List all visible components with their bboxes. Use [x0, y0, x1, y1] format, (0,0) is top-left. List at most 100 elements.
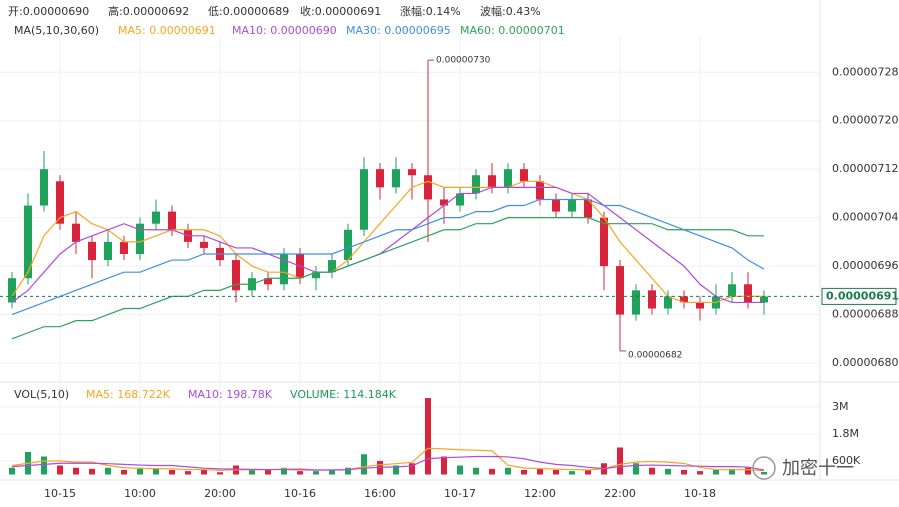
x-tick-label: 12:00 [524, 487, 556, 500]
candle-body [664, 296, 672, 309]
volume-bar [713, 470, 719, 475]
header-item: 低:0.00000689 [208, 5, 289, 18]
x-tick-label: 20:00 [204, 487, 236, 500]
candle-body [344, 229, 352, 261]
volume-bar [249, 470, 255, 475]
candle-body [88, 241, 96, 261]
x-tick-label: 10-17 [444, 487, 476, 500]
volume-bar [473, 467, 479, 475]
legend-item: MA5: 168.722K [86, 388, 171, 401]
candle-body [104, 241, 112, 261]
x-tick-label: 10-16 [284, 487, 316, 500]
y-tick-label: 0.00000680 [832, 356, 898, 369]
volume-bar [681, 470, 687, 475]
last-price-label: 0.00000691 [826, 289, 899, 302]
volume-total: VOLUME: 114.184K [290, 388, 397, 401]
candle-body [328, 260, 336, 273]
legend-item: MA60: 0.00000701 [460, 24, 565, 37]
volume-bar [73, 467, 79, 475]
header-item: 高:0.00000692 [108, 4, 189, 18]
volume-bar [409, 463, 415, 475]
candle-body [520, 169, 528, 182]
ma-line [11, 186, 764, 304]
volume-bar [633, 463, 639, 475]
candle-body [424, 175, 432, 200]
candle-body [680, 296, 688, 303]
volume-ma-line [11, 455, 765, 471]
volume-bar [649, 467, 655, 475]
volume-bar [345, 467, 351, 475]
legend-item: MA30: 0.00000695 [346, 24, 451, 37]
volume-bar [137, 467, 143, 475]
volume-bar [585, 470, 591, 475]
volume-bar [521, 470, 527, 475]
volume-bar [697, 471, 703, 475]
candle-body [168, 211, 176, 230]
candle-body [616, 266, 624, 315]
candle-body [504, 169, 512, 188]
x-tick-label: 16:00 [364, 487, 396, 500]
y-tick-label: 0.00000696 [832, 259, 898, 272]
watermark-icon [752, 456, 776, 480]
volume-bar [489, 468, 495, 475]
candle-body [8, 278, 16, 303]
volume-bar [457, 465, 463, 475]
candle-body [264, 278, 272, 285]
candle-body [744, 284, 752, 303]
volume-title: VOL(5,10) [14, 388, 69, 401]
ma-line [11, 217, 764, 340]
last-price-box [821, 287, 897, 305]
candle-body [376, 169, 384, 188]
legend-item: MA10: 0.00000690 [232, 24, 337, 37]
candle-body [280, 253, 288, 285]
candle-body [360, 169, 368, 230]
volume-bar [217, 472, 223, 475]
volume-bar [41, 456, 47, 475]
y-tick-label: 1.8M [832, 427, 859, 440]
candle-body [552, 199, 560, 212]
ma-line [11, 180, 764, 304]
candle-body [696, 302, 704, 309]
volume-bar [441, 456, 447, 475]
candle-body [200, 241, 208, 248]
volume-ma-line [11, 447, 765, 472]
volume-bar [553, 470, 559, 475]
watermark: 加密十一 [782, 458, 854, 479]
y-tick-label: 600K [832, 454, 861, 467]
candle-body [440, 199, 448, 206]
candle-body [584, 199, 592, 218]
candle-body [536, 181, 544, 200]
x-tick-label: 10:00 [124, 487, 156, 500]
candle-body [760, 296, 768, 303]
candle-body [120, 241, 128, 254]
ma-line [11, 198, 765, 316]
candle-body [600, 217, 608, 267]
candle-body [72, 223, 80, 242]
volume-bar [105, 467, 111, 475]
volume-bar [121, 470, 127, 475]
candle-body [232, 260, 240, 291]
y-tick-label: 0.00000704 [832, 211, 898, 224]
legend-item: MA10: 198.78K [188, 388, 273, 401]
volume-bar [329, 470, 335, 475]
volume-bar [297, 471, 303, 475]
volume-bar [9, 467, 15, 475]
volume-bar [505, 467, 511, 475]
y-tick-label: 0.00000712 [832, 162, 898, 175]
volume-bar [201, 470, 207, 475]
volume-bar [617, 447, 623, 475]
candle-body [408, 169, 416, 176]
volume-bar [729, 468, 735, 475]
header-item: 收:0.00000691 [300, 4, 381, 18]
legend-item: MA5: 0.00000691 [118, 24, 216, 37]
min-label: 0.00000682 [628, 350, 682, 360]
y-tick-label: 0.00000720 [832, 114, 898, 127]
candle-body [152, 211, 160, 224]
header-item: 开:0.00000690 [8, 5, 89, 18]
volume-bar [361, 454, 367, 475]
header-item: 波幅:0.43% [480, 5, 541, 18]
volume-bar [185, 471, 191, 475]
candle-body [472, 175, 480, 194]
